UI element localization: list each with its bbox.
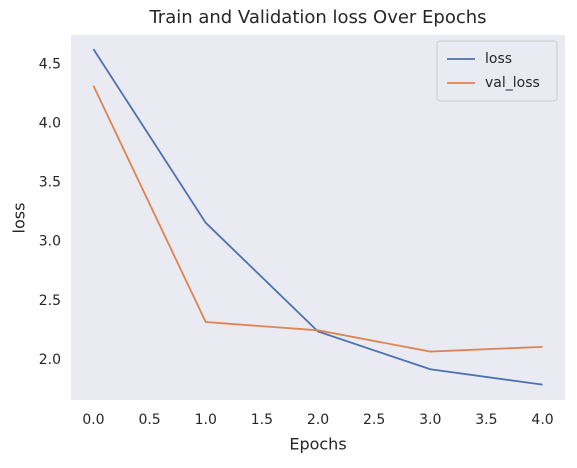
y-tick-label: 2.5 bbox=[39, 293, 61, 309]
y-axis-label: loss bbox=[10, 203, 29, 234]
legend-label: loss bbox=[485, 51, 512, 67]
y-tick-label: 2.0 bbox=[39, 352, 61, 368]
chart-title: Train and Validation loss Over Epochs bbox=[148, 7, 486, 28]
x-axis-label: Epochs bbox=[289, 435, 346, 454]
x-tick-label: 3.5 bbox=[475, 412, 497, 428]
x-tick-label: 1.5 bbox=[251, 412, 273, 428]
x-tick-label: 2.5 bbox=[363, 412, 385, 428]
x-tick-label: 3.0 bbox=[419, 412, 441, 428]
x-tick-label: 1.0 bbox=[195, 412, 217, 428]
x-tick-label: 4.0 bbox=[531, 412, 553, 428]
x-tick-label: 0.5 bbox=[138, 412, 160, 428]
line-series bbox=[92, 48, 543, 386]
legend-label: val_loss bbox=[485, 75, 540, 91]
y-tick-label: 4.0 bbox=[39, 116, 61, 132]
y-tick-label: 4.5 bbox=[39, 57, 61, 73]
legend-box bbox=[436, 40, 558, 102]
y-tick-label: 3.0 bbox=[39, 234, 61, 250]
line-series bbox=[92, 85, 543, 353]
x-tick-label: 0.0 bbox=[82, 412, 104, 428]
y-tick-label: 3.5 bbox=[39, 175, 61, 191]
x-tick-label: 2.0 bbox=[307, 412, 329, 428]
